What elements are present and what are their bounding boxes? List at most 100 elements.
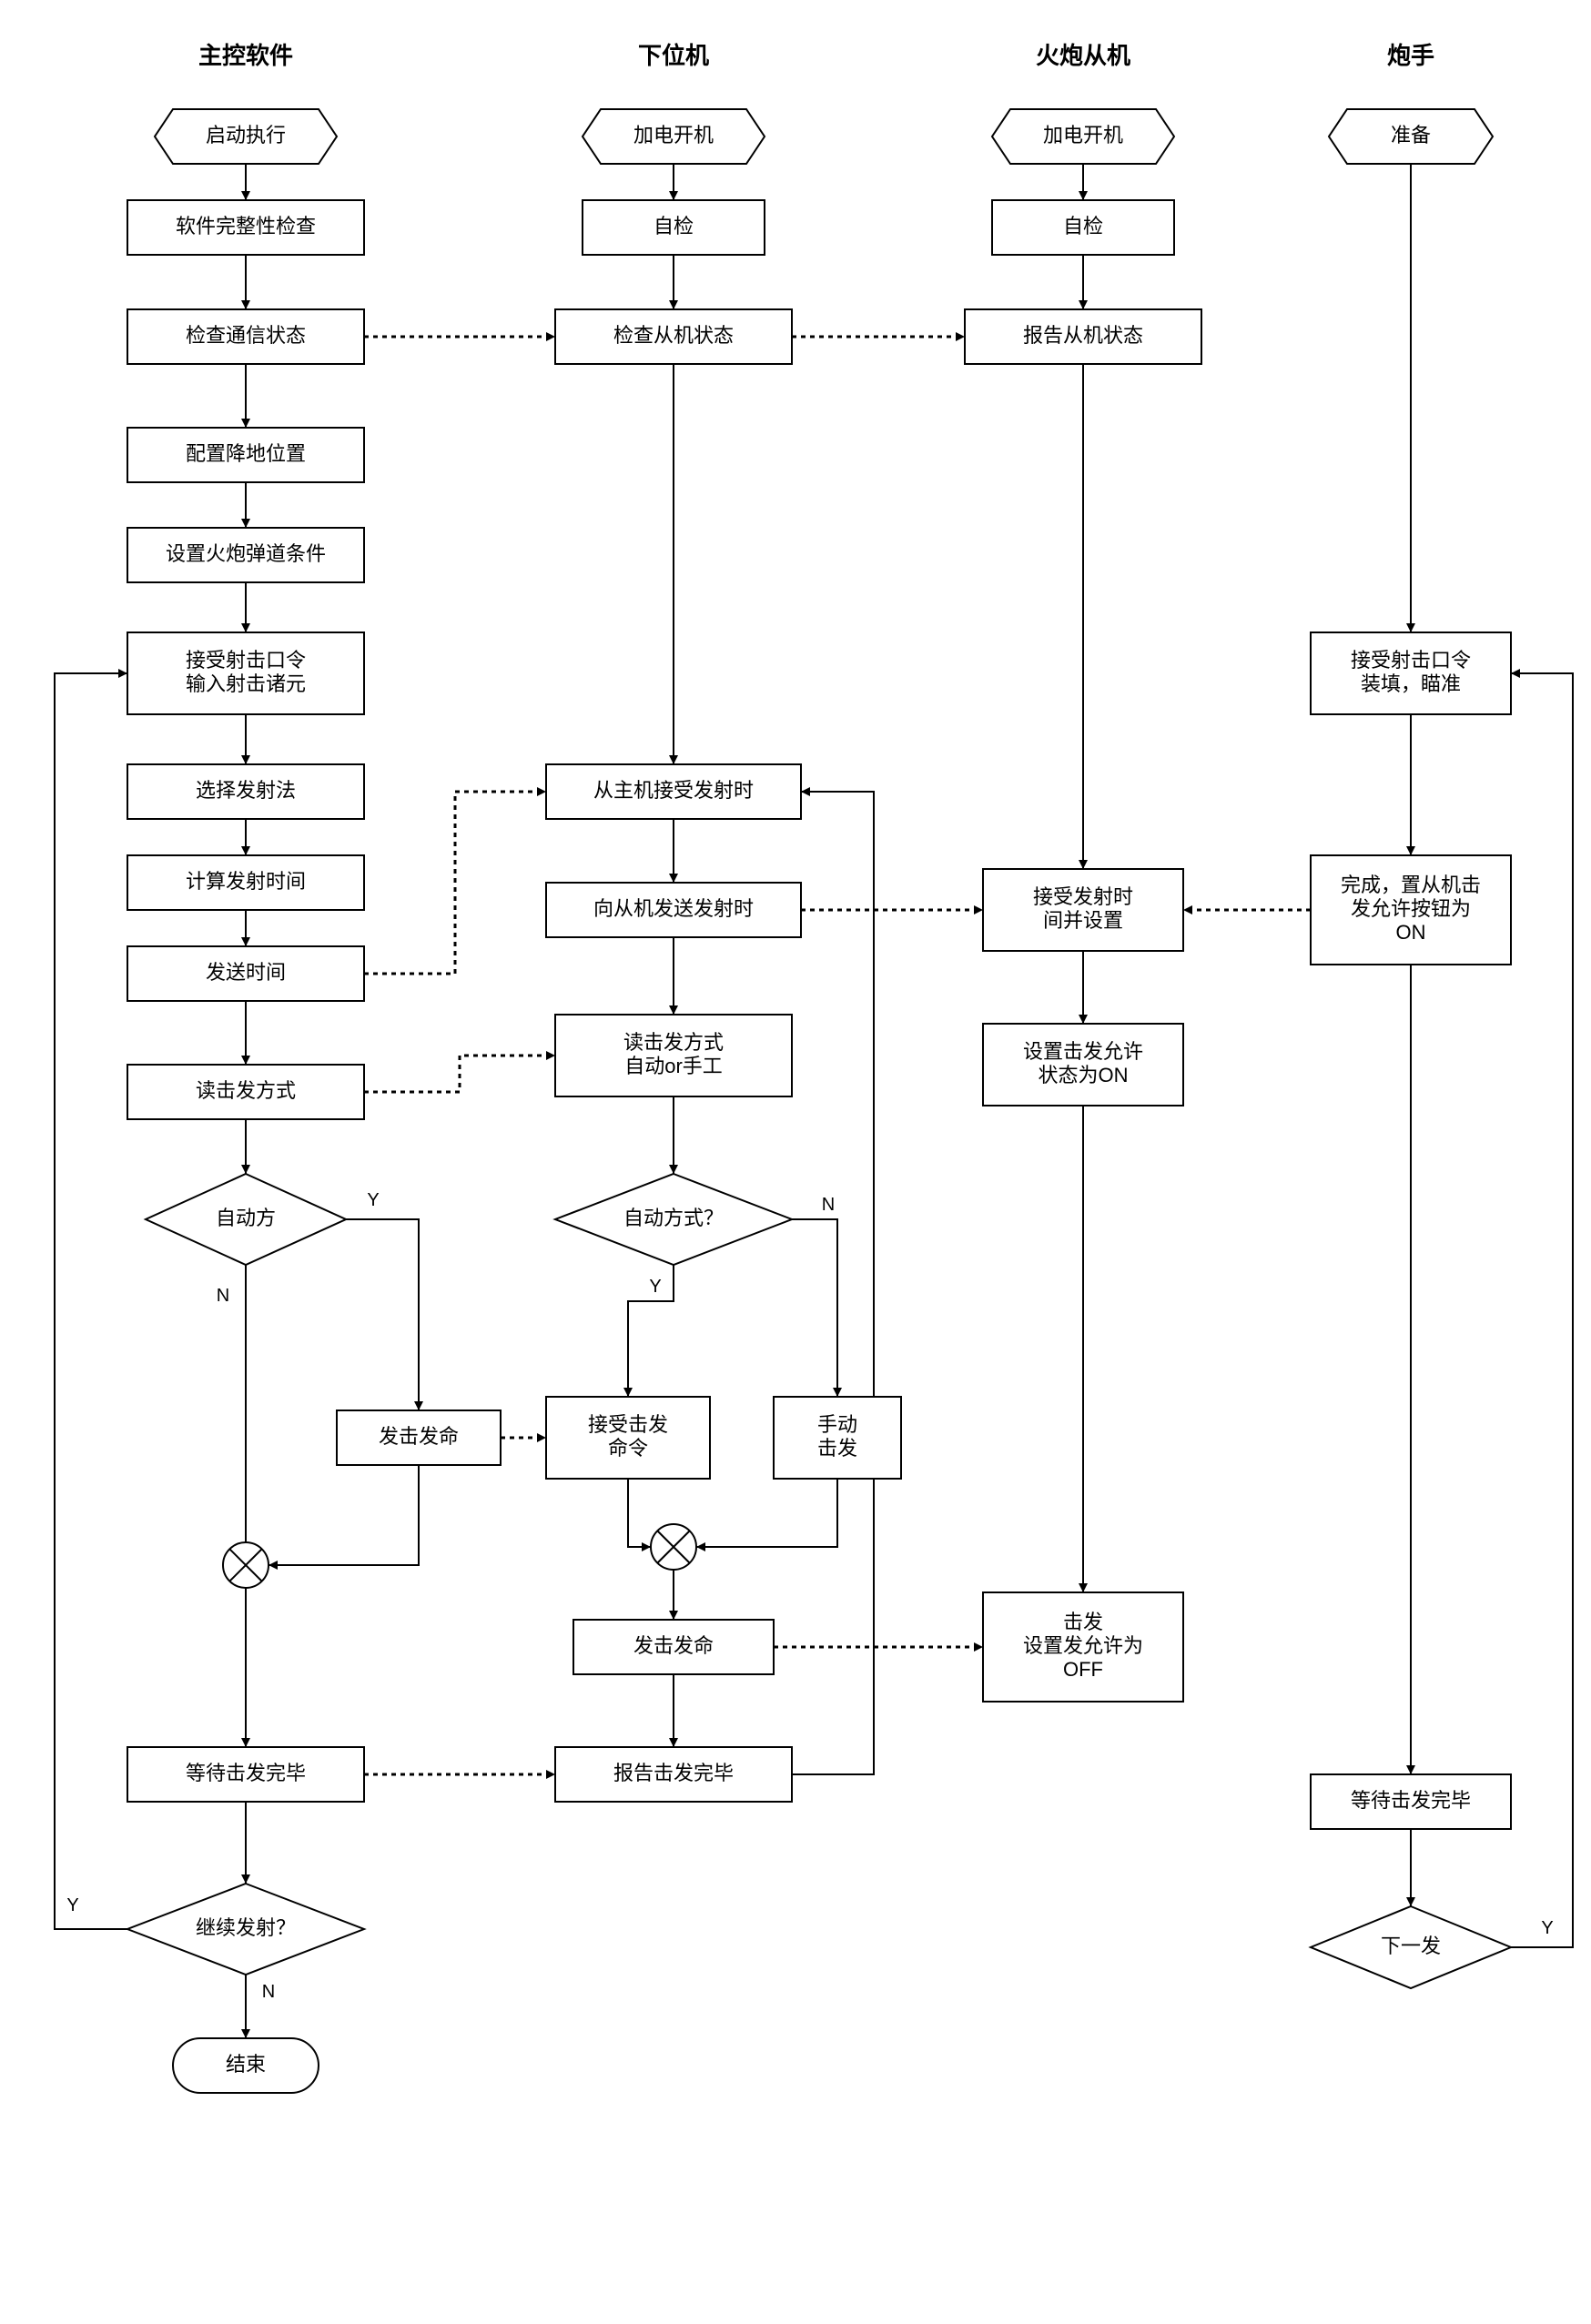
node-label: 报告击发完毕 (613, 1762, 734, 1784)
node-c1_fire: 发击发命 (337, 1410, 501, 1465)
node-label: 选择发射法 (196, 779, 296, 802)
edge (364, 1056, 555, 1092)
node-label: 等待击发完毕 (186, 1762, 306, 1784)
edge (628, 1479, 651, 1547)
node-c2_send: 向从机发送发射时 (546, 883, 801, 937)
svg-text:Y: Y (1541, 1918, 1553, 1938)
node-label: 设置火炮弹道条件 (166, 542, 326, 565)
node-label: 间并设置 (1043, 909, 1123, 932)
node-c2_manfire: 手动击发 (774, 1397, 901, 1479)
node-c2_auto: 自动方式？ (555, 1174, 792, 1265)
node-c1_traj: 设置火炮弹道条件 (127, 528, 364, 582)
node-label: 输入射击诸元 (186, 672, 306, 695)
node-c1_mode: 读击发方式 (127, 1065, 364, 1119)
edge (364, 792, 546, 974)
node-label: 从主机接受发射时 (593, 779, 754, 802)
node-label: 配置降地位置 (186, 442, 306, 465)
edge (792, 1219, 837, 1397)
node-label: 手动 (817, 1413, 857, 1436)
node-c4_start: 准备 (1329, 109, 1493, 164)
node-label: 自动or手工 (624, 1055, 723, 1077)
node-c1_recv: 接受射击口令输入射击诸元 (127, 632, 364, 714)
node-c3_seton: 设置击发允许状态为ON (983, 1024, 1183, 1106)
node-c3_self: 自检 (992, 200, 1174, 255)
node-c2_start: 加电开机 (583, 109, 765, 164)
node-label: 继续发射？ (196, 1916, 296, 1939)
node-c1_auto: 自动方 (146, 1174, 346, 1265)
edge (55, 673, 127, 1929)
node-label: 完成，置从机击 (1341, 874, 1481, 896)
node-c3_report: 报告从机状态 (965, 309, 1201, 364)
node-c4_recv: 接受射击口令装填，瞄准 (1311, 632, 1511, 714)
node-label: 软件完整性检查 (176, 215, 316, 237)
node-label: 设置发允许为 (1023, 1634, 1143, 1657)
node-label: 发送时间 (206, 961, 286, 984)
column-header: 下位机 (638, 42, 709, 69)
svg-text:N: N (822, 1195, 835, 1215)
svg-text:Y: Y (367, 1190, 379, 1210)
column-header: 主控软件 (198, 42, 293, 69)
node-label: 装填，瞄准 (1361, 672, 1461, 695)
node-c4_done: 完成，置从机击发允许按钮为ON (1311, 855, 1511, 965)
node-label: 读击发方式 (196, 1079, 296, 1102)
svg-text:N: N (217, 1286, 229, 1306)
node-label: 自动方式？ (623, 1207, 724, 1229)
node-c1_comm: 检查通信状态 (127, 309, 364, 364)
node-c4_wait: 等待击发完毕 (1311, 1774, 1511, 1829)
node-c1_start: 启动执行 (155, 109, 337, 164)
node-c3_fire: 击发设置发允许为OFF (983, 1592, 1183, 1702)
node-label: 检查从机状态 (613, 324, 734, 347)
node-label: 击发 (1063, 1611, 1103, 1633)
node-label: 接受射击口令 (1351, 649, 1471, 672)
node-c2_mode: 读击发方式自动or手工 (555, 1015, 792, 1096)
node-label: 计算发射时间 (186, 870, 306, 893)
node-c1_calc: 计算发射时间 (127, 855, 364, 910)
node-c4_next: 下一发 (1311, 1906, 1511, 1988)
svg-text:Y: Y (649, 1277, 661, 1297)
node-c1_check: 软件完整性检查 (127, 200, 364, 255)
node-label: 向从机发送发射时 (593, 897, 754, 920)
column-header: 火炮从机 (1036, 42, 1130, 69)
node-label: 发击发命 (633, 1634, 714, 1657)
node-c3_recv: 接受发射时间并设置 (983, 869, 1183, 951)
node-label: 接受发射时 (1033, 885, 1133, 908)
node-label: OFF (1063, 1658, 1103, 1681)
node-c3_start: 加电开机 (992, 109, 1174, 164)
node-c1_merge (223, 1542, 269, 1588)
node-c1_method: 选择发射法 (127, 764, 364, 819)
node-c1_end: 结束 (173, 2038, 319, 2093)
node-c2_rcvfire: 接受击发命令 (546, 1397, 710, 1479)
node-label: 接受击发 (588, 1413, 668, 1436)
edge (792, 792, 874, 1774)
edge (1511, 673, 1573, 1947)
node-label: 读击发方式 (623, 1031, 724, 1054)
node-label: 报告从机状态 (1023, 324, 1143, 347)
node-label: 接受射击口令 (186, 649, 306, 672)
svg-text:Y: Y (66, 1895, 78, 1915)
node-label: 自检 (654, 215, 694, 237)
edge (269, 1465, 419, 1565)
node-label: 击发 (817, 1437, 857, 1460)
node-label: 结束 (226, 2053, 266, 2076)
svg-text:N: N (262, 1982, 275, 2002)
edge (696, 1479, 837, 1547)
node-label: 发击发命 (379, 1425, 459, 1448)
node-label: 发允许按钮为 (1351, 897, 1471, 920)
node-label: 加电开机 (1043, 124, 1123, 147)
node-c1_send: 发送时间 (127, 946, 364, 1001)
node-c1_cont: 继续发射？ (127, 1884, 364, 1975)
node-label: 检查通信状态 (186, 324, 306, 347)
node-label: 命令 (608, 1437, 648, 1460)
node-c2_fire: 发击发命 (573, 1620, 774, 1674)
node-label: 状态为ON (1038, 1064, 1128, 1086)
flowchart-diagram: 主控软件下位机火炮从机炮手YNYNYNY启动执行软件完整性检查检查通信状态配置降… (18, 18, 1591, 2306)
node-label: 加电开机 (633, 124, 714, 147)
node-c2_check: 检查从机状态 (555, 309, 792, 364)
node-c2_report: 报告击发完毕 (555, 1747, 792, 1802)
node-label: 启动执行 (206, 124, 286, 147)
node-label: 准备 (1391, 124, 1431, 147)
node-c1_land: 配置降地位置 (127, 428, 364, 482)
node-label: 等待击发完毕 (1351, 1789, 1471, 1812)
node-label: 下一发 (1381, 1935, 1441, 1957)
node-c2_self: 自检 (583, 200, 765, 255)
